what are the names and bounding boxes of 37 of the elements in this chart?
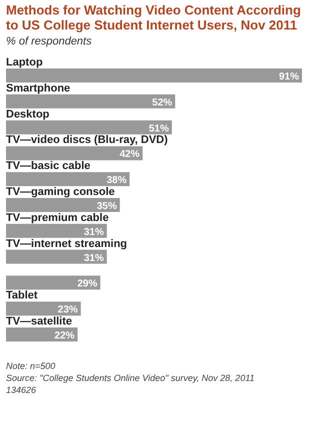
data-label: 31% [84, 226, 104, 238]
data-label: 31% [84, 252, 104, 264]
y-tick-label: TV—basic cable [6, 160, 90, 172]
chart-title: Methods for Watching Video Content According to US College Student Internet Users, Nov 2011 [6, 2, 301, 33]
y-tick-label: Smartphone [6, 82, 70, 94]
y-tick-label: Tablet [6, 290, 38, 302]
data-label: 52% [152, 97, 172, 108]
y-tick-label: Laptop [6, 56, 43, 69]
chart-subtitle: % of respondents [6, 36, 92, 48]
data-label: 22% [54, 330, 75, 342]
y-tick-label: Desktop [6, 108, 50, 120]
bar [6, 68, 302, 83]
y-tick-label: TV—video discs (Blu-ray, DVD) [6, 134, 168, 146]
data-label: 35% [96, 201, 117, 212]
bar [6, 224, 107, 238]
y-tick-label: TV—gaming console [6, 186, 115, 198]
data-label: 38% [106, 175, 127, 186]
data-label: 23% [58, 304, 78, 316]
source-note: Source: "College Students Online Video" survey, Nov 28, 2011 [6, 373, 255, 383]
data-label: 51% [148, 123, 169, 134]
bar [6, 146, 143, 160]
data-label: 42% [120, 149, 140, 160]
bar [6, 250, 107, 264]
bar [6, 94, 176, 108]
bar [6, 302, 81, 316]
text: Note: n=500 [6, 361, 56, 371]
y-tick-label: TV—internet streaming [6, 238, 128, 250]
bar [6, 198, 120, 212]
bar [6, 276, 100, 290]
y-tick-label: TV—satellite [6, 315, 72, 328]
data-label: 29% [77, 278, 98, 290]
bar [6, 120, 172, 134]
bar [6, 327, 78, 342]
data-label: 91% [278, 72, 300, 83]
y-tick-label: TV—premium cable [6, 212, 109, 224]
text: 134626 [6, 385, 36, 395]
bar [6, 172, 130, 186]
